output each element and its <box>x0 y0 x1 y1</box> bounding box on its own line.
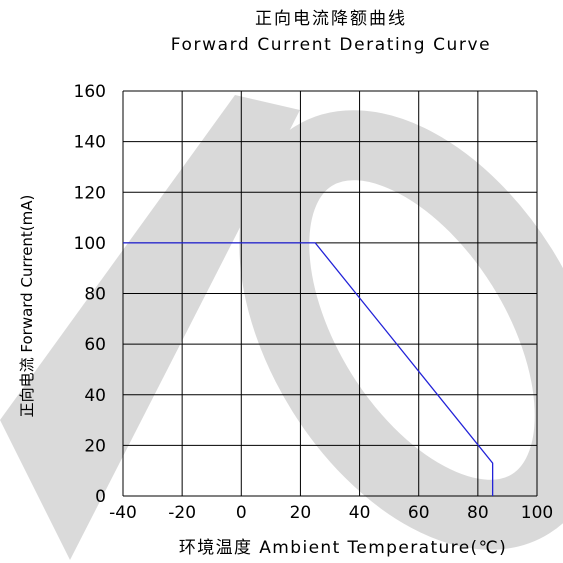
series-layer <box>123 242 494 496</box>
x-tick-label: 60 <box>408 503 430 523</box>
watermark-slash <box>0 95 300 560</box>
x-tick-label: 80 <box>467 503 489 523</box>
y-tick-label: 140 <box>74 133 106 153</box>
derating-curve <box>123 242 494 496</box>
x-tick-label: 20 <box>290 503 312 523</box>
x-tick-label: 40 <box>349 503 371 523</box>
x-tick-label: 0 <box>236 503 247 523</box>
y-tick-label: 60 <box>84 335 106 355</box>
x-tick-label: -40 <box>109 503 137 523</box>
y-tick-label: 120 <box>74 183 106 203</box>
chart-title-en: Forward Current Derating Curve <box>171 35 492 55</box>
watermark-logo <box>0 95 563 560</box>
watermark-ring <box>239 110 563 550</box>
x-tick-label: -20 <box>168 503 196 523</box>
y-axis-label: 正向电流 Forward Current(mA) <box>18 195 36 418</box>
x-axis-label: 环境温度 Ambient Temperature(℃) <box>179 538 507 558</box>
tick-labels: -40 -20 0 20 40 60 80 100 0 20 40 60 80 100 120 140 160 <box>74 82 554 523</box>
x-tick-label: 100 <box>521 503 553 523</box>
y-tick-label: 160 <box>74 82 106 102</box>
y-tick-label: 40 <box>84 386 106 406</box>
grid <box>122 90 538 497</box>
chart-title-cn: 正向电流降额曲线 <box>255 9 407 29</box>
y-tick-label: 0 <box>95 487 106 507</box>
y-tick-label: 20 <box>84 436 106 456</box>
y-tick-label: 80 <box>84 285 106 305</box>
y-tick-label: 100 <box>74 234 106 254</box>
